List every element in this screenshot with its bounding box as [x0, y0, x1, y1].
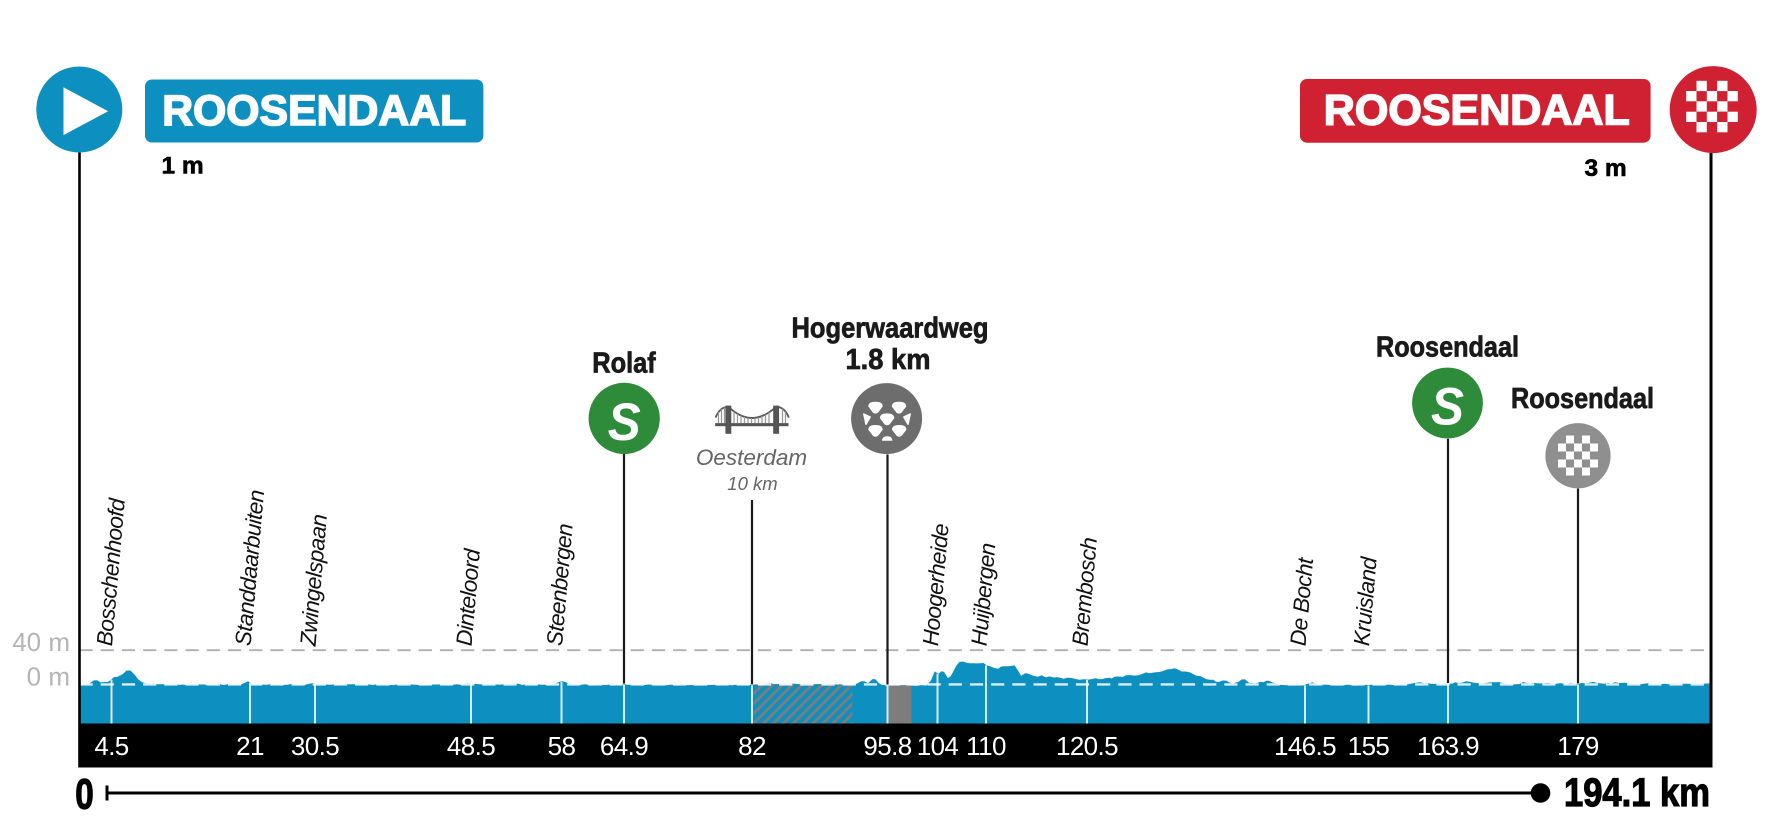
svg-text:S: S [608, 393, 641, 452]
svg-text:1 m: 1 m [162, 153, 204, 180]
svg-text:ROOSENDAAL: ROOSENDAAL [1324, 87, 1630, 135]
svg-text:Roosendaal: Roosendaal [1376, 332, 1519, 364]
svg-text:64.9: 64.9 [600, 731, 648, 761]
svg-text:10 km: 10 km [727, 473, 777, 494]
svg-text:Roosendaal: Roosendaal [1511, 383, 1654, 415]
svg-text:146.5: 146.5 [1274, 731, 1336, 761]
svg-text:Hogerwaardweg: Hogerwaardweg [792, 313, 989, 345]
svg-text:104: 104 [917, 731, 959, 761]
svg-text:0: 0 [75, 771, 94, 819]
svg-text:194.1 km: 194.1 km [1564, 771, 1710, 815]
svg-text:163.9: 163.9 [1417, 731, 1479, 761]
svg-text:1.8 km: 1.8 km [846, 344, 931, 376]
svg-text:48.5: 48.5 [447, 731, 495, 761]
svg-text:82: 82 [738, 731, 766, 761]
svg-text:0 m: 0 m [27, 662, 70, 692]
svg-text:4.5: 4.5 [94, 731, 128, 761]
svg-text:3 m: 3 m [1584, 155, 1626, 182]
svg-text:40 m: 40 m [12, 627, 70, 657]
svg-text:95.8: 95.8 [863, 731, 911, 761]
svg-text:179: 179 [1557, 731, 1599, 761]
svg-text:ROOSENDAAL: ROOSENDAAL [162, 87, 466, 135]
svg-text:120.5: 120.5 [1056, 731, 1118, 761]
svg-text:Rolaf: Rolaf [592, 348, 656, 380]
svg-text:21: 21 [236, 731, 264, 761]
svg-text:30.5: 30.5 [291, 731, 339, 761]
svg-text:155: 155 [1348, 731, 1390, 761]
svg-text:S: S [1431, 378, 1464, 437]
svg-text:Oesterdam: Oesterdam [696, 445, 807, 470]
svg-text:110: 110 [966, 731, 1006, 761]
svg-text:58: 58 [548, 731, 576, 761]
